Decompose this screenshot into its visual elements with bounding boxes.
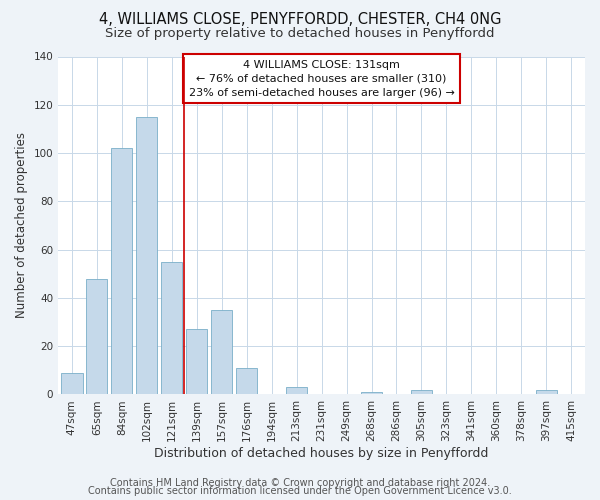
Bar <box>136 117 157 394</box>
Bar <box>236 368 257 394</box>
Y-axis label: Number of detached properties: Number of detached properties <box>15 132 28 318</box>
Text: 4, WILLIAMS CLOSE, PENYFFORDD, CHESTER, CH4 0NG: 4, WILLIAMS CLOSE, PENYFFORDD, CHESTER, … <box>99 12 501 28</box>
X-axis label: Distribution of detached houses by size in Penyffordd: Distribution of detached houses by size … <box>154 447 489 460</box>
Bar <box>361 392 382 394</box>
Text: Contains public sector information licensed under the Open Government Licence v3: Contains public sector information licen… <box>88 486 512 496</box>
Bar <box>61 372 83 394</box>
Bar <box>536 390 557 394</box>
Bar <box>211 310 232 394</box>
Bar <box>411 390 432 394</box>
Bar <box>286 387 307 394</box>
Text: 4 WILLIAMS CLOSE: 131sqm
← 76% of detached houses are smaller (310)
23% of semi-: 4 WILLIAMS CLOSE: 131sqm ← 76% of detach… <box>188 60 455 98</box>
Bar <box>186 330 208 394</box>
Bar <box>111 148 133 394</box>
Bar <box>86 278 107 394</box>
Text: Size of property relative to detached houses in Penyffordd: Size of property relative to detached ho… <box>105 28 495 40</box>
Text: Contains HM Land Registry data © Crown copyright and database right 2024.: Contains HM Land Registry data © Crown c… <box>110 478 490 488</box>
Bar <box>161 262 182 394</box>
